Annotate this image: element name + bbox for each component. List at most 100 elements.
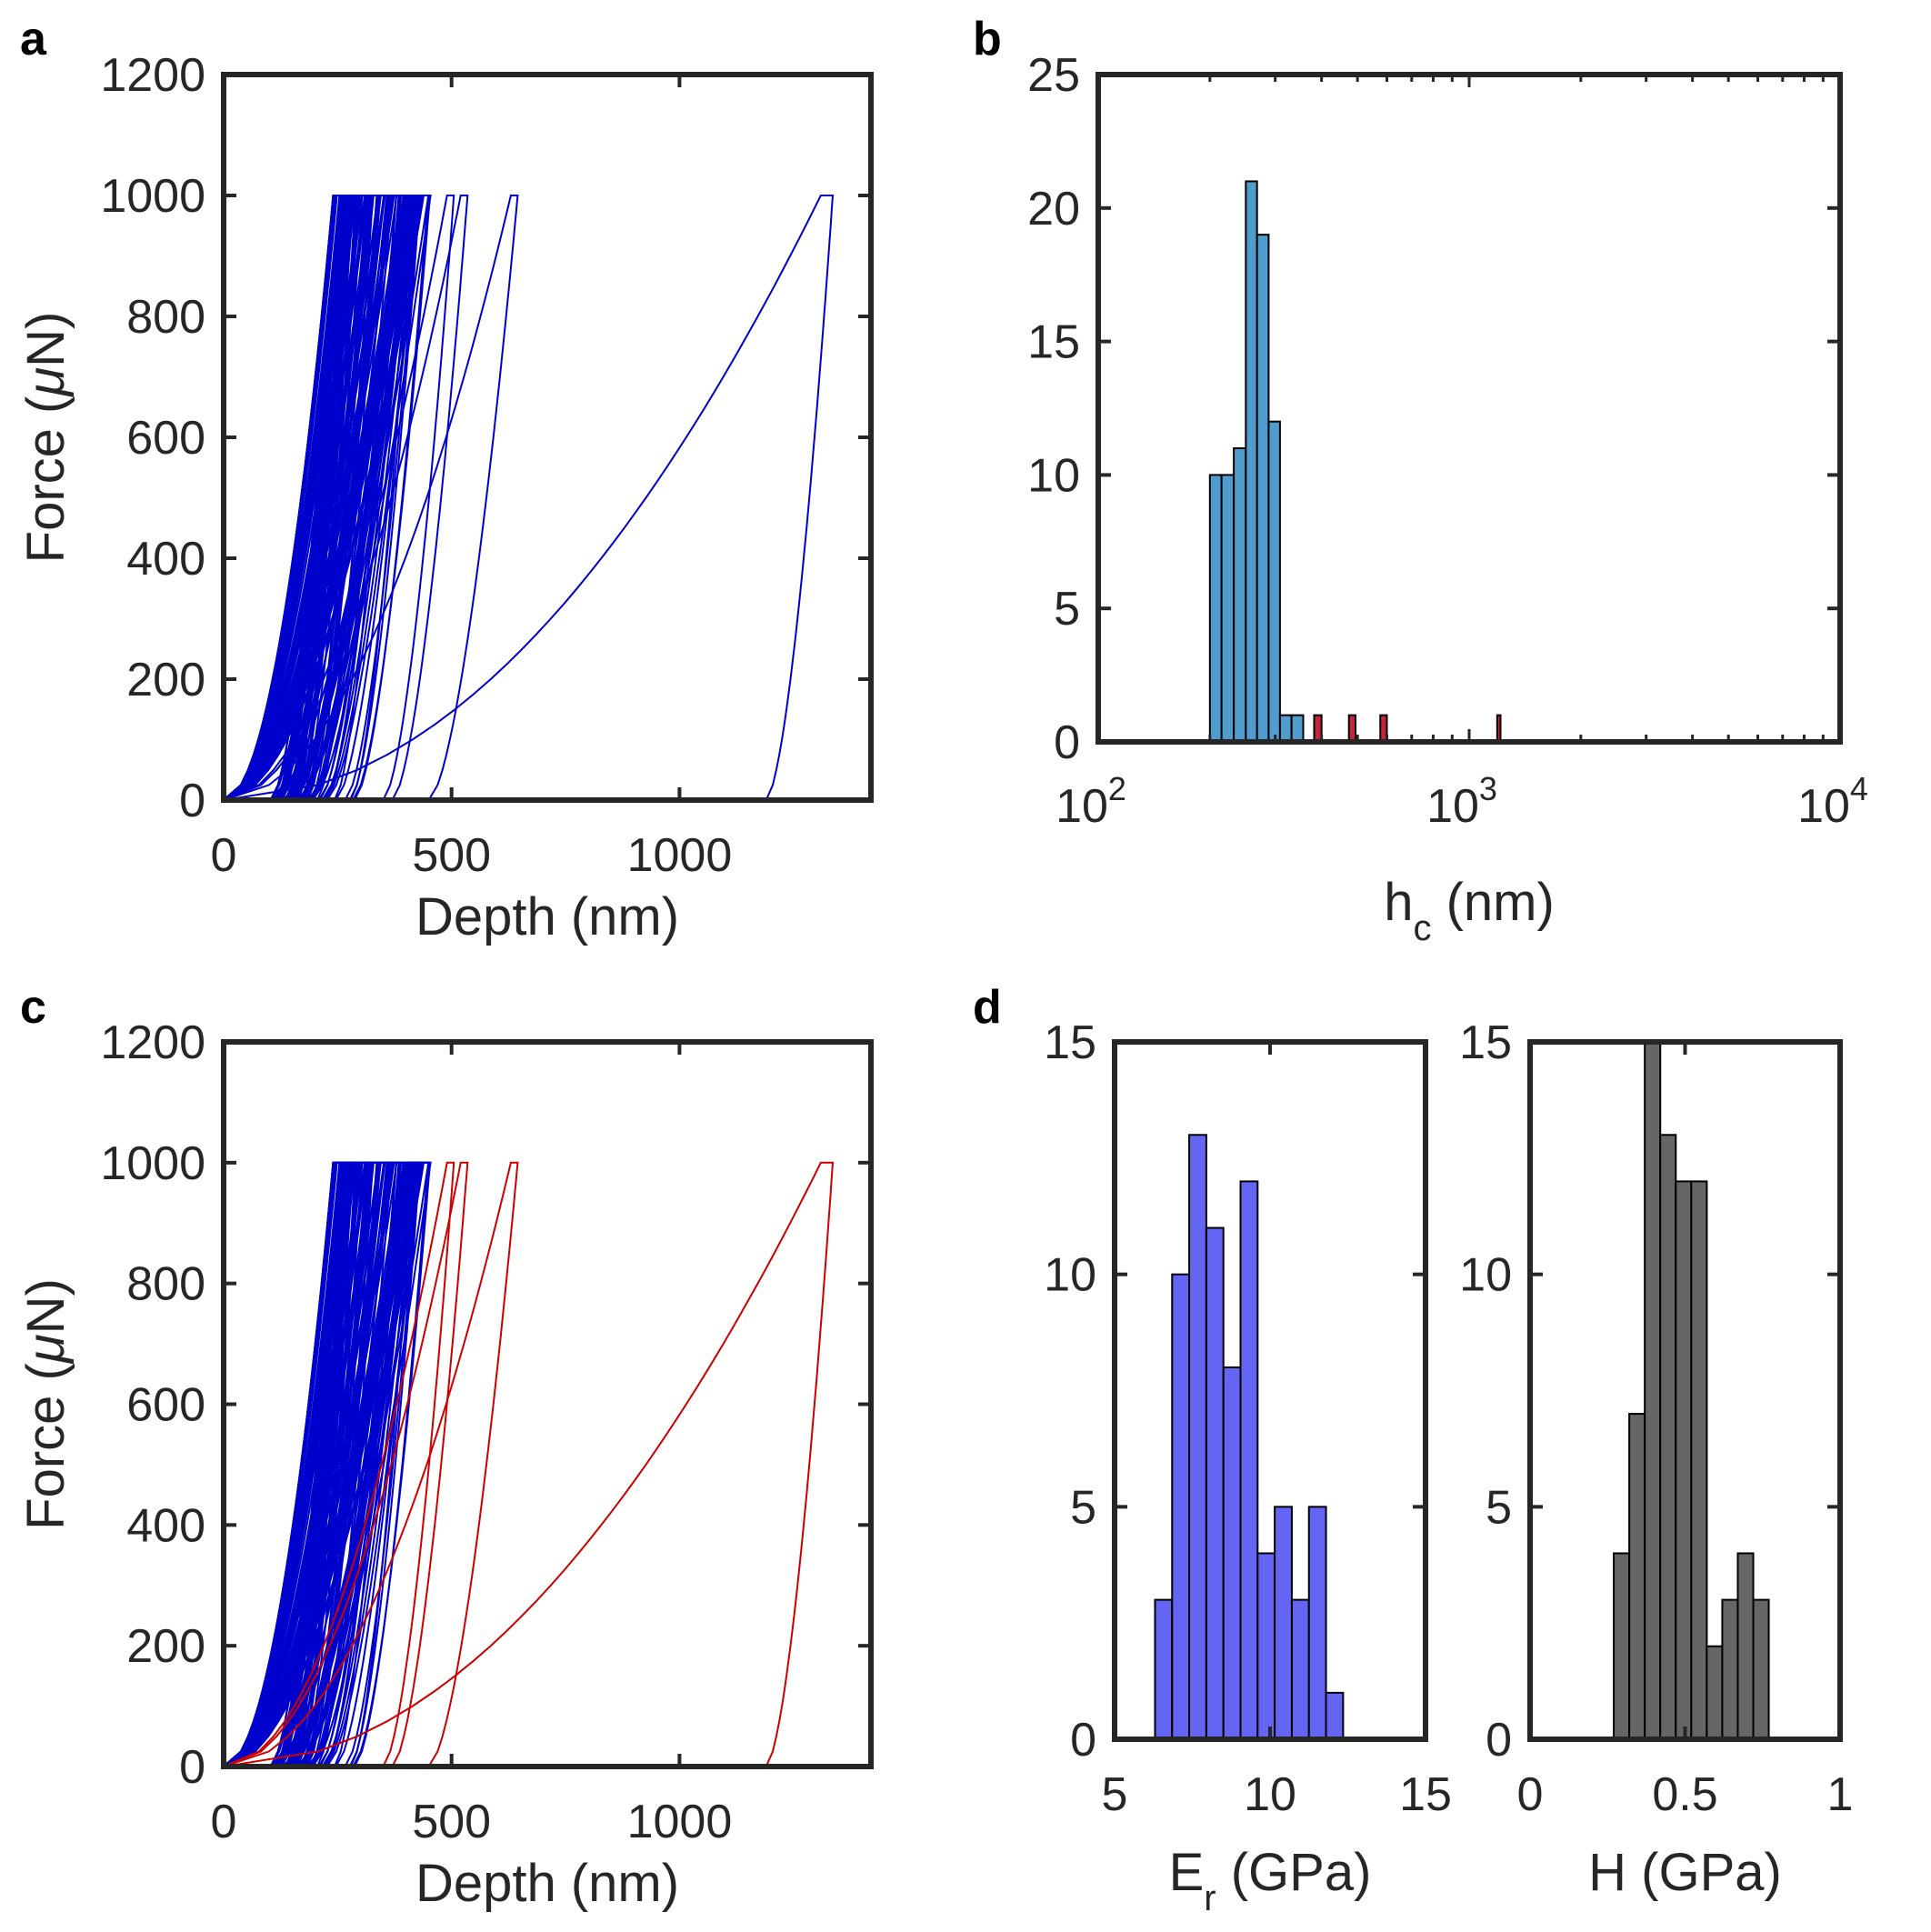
y-tick-label-b: 15 <box>1027 316 1080 369</box>
x-axis-label-d2: H (GPa) <box>1588 1843 1782 1902</box>
force-depth-curve <box>223 195 351 801</box>
y-tick-label-a: 600 <box>126 412 205 465</box>
outlier-curve <box>223 1161 519 1767</box>
histogram-bar <box>1208 474 1223 744</box>
y-tick-label-b: 0 <box>1054 716 1080 769</box>
y-tick-label-c: 400 <box>126 1499 205 1552</box>
y-tick-label-a: 200 <box>126 654 205 706</box>
y-tick-label-d2: 15 <box>1459 1016 1512 1069</box>
x-tick-label-d1: 5 <box>1102 1768 1128 1821</box>
histogram-bar <box>1659 1134 1677 1741</box>
y-axis-label-c: Force (μN) <box>16 1278 75 1530</box>
histogram-bar <box>1307 1506 1327 1741</box>
force-depth-curve <box>223 1161 403 1767</box>
y-tick-label-b: 20 <box>1027 183 1080 235</box>
x-tick-label-d1: 10 <box>1244 1768 1296 1821</box>
x-axis-label-d1: Er (GPa) <box>1169 1843 1372 1918</box>
force-depth-curve <box>223 195 431 801</box>
histogram-bar <box>1239 1180 1259 1740</box>
x-tick-label-b: 103 <box>1426 770 1497 833</box>
histogram-bar <box>1220 474 1236 744</box>
outlier-curve <box>223 195 455 801</box>
force-depth-curve <box>223 1161 351 1767</box>
y-tick-label-d1: 15 <box>1044 1016 1096 1069</box>
x-tick-label-a: 500 <box>412 829 491 882</box>
y-tick-label-a: 800 <box>126 291 205 344</box>
x-tick-label-a: 0 <box>211 829 237 882</box>
histogram-bar <box>1675 1180 1693 1740</box>
x-tick-label-b: 102 <box>1056 770 1126 833</box>
y-tick-label-d2: 0 <box>1486 1714 1512 1767</box>
y-tick-label-d1: 10 <box>1044 1249 1096 1302</box>
y-tick-label-c: 1200 <box>100 1016 205 1069</box>
y-tick-label-c: 200 <box>126 1620 205 1673</box>
chart-d-h-histogram: 0 5 10 15 0 0.5 1 H (GPa) <box>1459 1016 1853 1902</box>
outlier-curve <box>223 1161 469 1767</box>
y-tick-label-b: 10 <box>1027 449 1080 502</box>
histogram-bar <box>1736 1552 1755 1741</box>
x-axis-label-c: Depth (nm) <box>415 1854 679 1913</box>
histogram-bar <box>1613 1552 1631 1741</box>
x-tick-label-a: 1000 <box>627 829 733 882</box>
outlier-curve <box>223 1161 835 1767</box>
outlier-curve <box>223 195 519 801</box>
histogram-bar <box>1628 1413 1646 1740</box>
y-tick-label-d1: 0 <box>1070 1714 1096 1767</box>
x-axis-label-b: hc (nm) <box>1384 873 1555 948</box>
panel-label-a: a <box>20 13 47 65</box>
x-tick-label-d2: 1 <box>1827 1768 1854 1821</box>
histogram-bar <box>1274 1506 1293 1741</box>
force-depth-curve <box>223 1161 397 1767</box>
x-tick-label-d1: 15 <box>1399 1768 1452 1821</box>
histogram-bar <box>1706 1645 1724 1740</box>
y-tick-label-d1: 5 <box>1070 1481 1096 1534</box>
histogram-bar <box>1278 714 1293 744</box>
histogram-bar <box>1325 1691 1345 1741</box>
histogram-bar <box>1752 1598 1770 1740</box>
outlier-bar <box>1496 714 1502 744</box>
y-tick-label-b: 25 <box>1027 49 1080 102</box>
y-tick-label-c: 800 <box>126 1258 205 1311</box>
y-tick-label-a: 1000 <box>100 170 205 223</box>
x-tick-label-d2: 0.5 <box>1652 1768 1717 1821</box>
outlier-curve <box>223 1161 455 1767</box>
panel-label-b: b <box>973 13 1002 65</box>
histogram-bar <box>1290 714 1305 744</box>
force-depth-curve <box>223 1161 375 1767</box>
force-depth-curve <box>223 195 342 801</box>
histogram-bar <box>1690 1180 1708 1740</box>
chart-c-force-depth-classified: 0 200 400 600 800 1000 1200 0 500 1000 Depth (nm) F… <box>16 1016 874 1913</box>
y-tick-label-d2: 5 <box>1486 1481 1512 1534</box>
y-tick-label-b: 5 <box>1054 583 1080 636</box>
histogram-bar <box>1205 1226 1225 1740</box>
histogram-bar <box>1721 1598 1739 1740</box>
histogram-bar <box>1245 180 1258 743</box>
force-depth-curve <box>223 1161 431 1767</box>
histogram-bar <box>1256 1552 1276 1741</box>
histogram-bar <box>1290 1598 1310 1740</box>
force-depth-curve <box>223 195 375 801</box>
histogram-bar <box>1267 420 1281 743</box>
histogram-bar <box>1233 447 1247 743</box>
x-tick-label-b: 104 <box>1797 770 1868 833</box>
force-depth-curve <box>223 195 397 801</box>
histogram-bar <box>1222 1366 1242 1741</box>
x-tick-label-c: 500 <box>412 1796 491 1848</box>
outlier-bar <box>1347 714 1357 744</box>
y-axis-label-a: Force (μN) <box>16 312 75 564</box>
chart-b-hc-histogram: 0 5 10 15 20 25 102 103 104 hc (nm) <box>1027 49 1868 948</box>
y-tick-label-c: 600 <box>126 1379 205 1432</box>
force-depth-curve <box>223 1161 342 1767</box>
x-tick-label-c: 1000 <box>627 1796 733 1848</box>
y-tick-label-a: 400 <box>126 533 205 586</box>
x-tick-label-c: 0 <box>211 1796 237 1848</box>
panel-label-d: d <box>973 981 1002 1034</box>
histogram-bar <box>1154 1598 1174 1740</box>
force-depth-curve <box>223 195 403 801</box>
outlier-curve <box>223 195 469 801</box>
y-tick-label-c: 0 <box>179 1741 205 1794</box>
x-axis-label-a: Depth (nm) <box>415 887 679 946</box>
